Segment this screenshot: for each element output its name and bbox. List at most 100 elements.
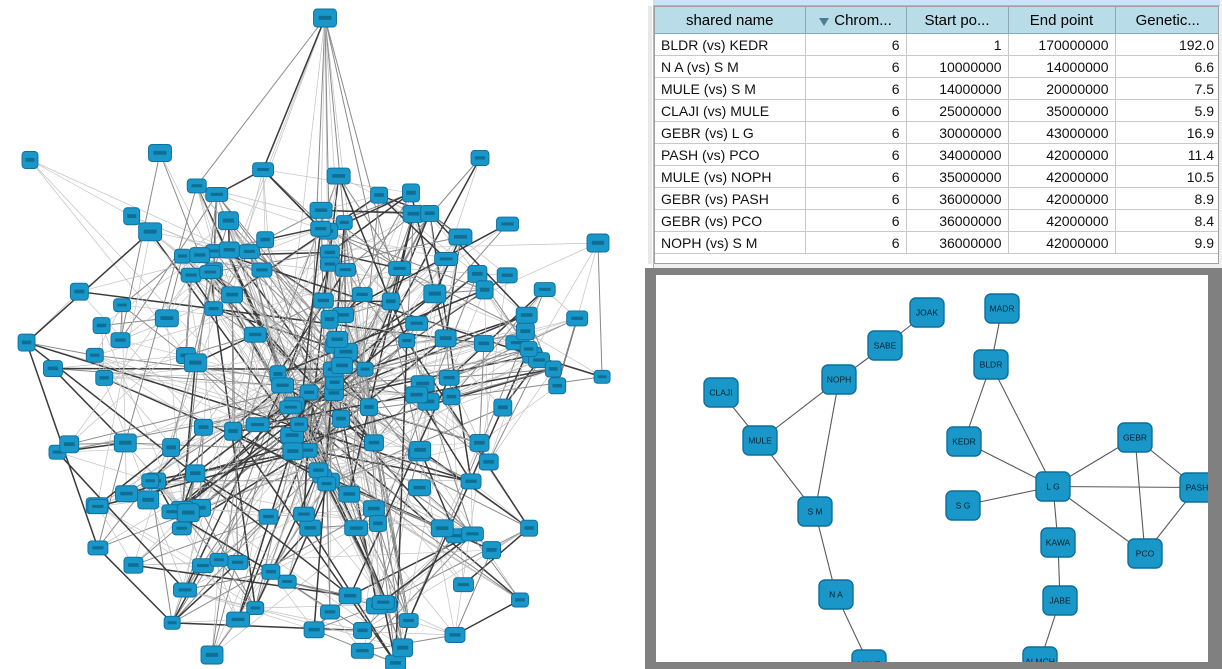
node[interactable] xyxy=(515,306,538,324)
node-shape[interactable] xyxy=(1127,538,1163,569)
full-network-edge[interactable] xyxy=(249,242,599,252)
table-row[interactable]: MULE (vs) NOPH 6 35000000 42000000 10.5 xyxy=(655,165,1218,188)
subnetwork-node[interactable]: JOAK xyxy=(909,297,945,328)
full-network-edge[interactable] xyxy=(329,236,461,265)
table-row[interactable]: BLDR (vs) KEDR 6 1 170000000 192.0 xyxy=(655,33,1218,56)
full-network-edge[interactable] xyxy=(454,549,493,636)
full-network-edge[interactable] xyxy=(68,274,192,445)
node[interactable] xyxy=(69,282,89,301)
full-network-edge[interactable] xyxy=(199,385,283,509)
full-network-edge[interactable] xyxy=(52,355,186,369)
node[interactable] xyxy=(271,377,295,394)
cell-genetic[interactable]: 16.9 xyxy=(1115,121,1218,144)
cell-chromosome[interactable]: 6 xyxy=(805,143,907,166)
full-network-edge[interactable] xyxy=(210,271,518,344)
cell-start-point[interactable]: 14000000 xyxy=(906,77,1009,100)
node[interactable] xyxy=(176,503,200,523)
full-network-edge[interactable] xyxy=(133,516,269,566)
full-network-edge[interactable] xyxy=(121,255,183,306)
node[interactable] xyxy=(467,265,488,283)
node[interactable] xyxy=(205,187,229,202)
node[interactable] xyxy=(353,622,372,639)
full-network-edge[interactable] xyxy=(69,330,526,445)
full-network-edge[interactable] xyxy=(196,17,326,187)
edge-table[interactable]: shared name Chrom... Start po... End poi… xyxy=(654,6,1219,264)
cell-start-point[interactable]: 36000000 xyxy=(906,231,1009,254)
node[interactable] xyxy=(533,282,556,298)
subnetwork-node[interactable]: KAWA xyxy=(1040,527,1076,558)
cell-end-point[interactable]: 42000000 xyxy=(1008,231,1116,254)
full-network-edge[interactable] xyxy=(248,251,331,481)
node-shape[interactable] xyxy=(946,426,982,457)
full-network-edge[interactable] xyxy=(416,394,421,450)
node-shape[interactable] xyxy=(1179,472,1208,503)
table-row[interactable]: PASH (vs) PCO 6 34000000 42000000 11.4 xyxy=(655,143,1218,166)
node[interactable] xyxy=(243,326,267,343)
node[interactable] xyxy=(199,265,222,280)
node[interactable] xyxy=(423,284,447,304)
full-network-edge[interactable] xyxy=(338,175,401,269)
node[interactable] xyxy=(469,434,490,452)
full-network-edge[interactable] xyxy=(454,599,521,636)
node[interactable] xyxy=(154,309,179,328)
node[interactable] xyxy=(511,592,529,608)
full-network-edge[interactable] xyxy=(399,213,431,269)
full-network-edge[interactable] xyxy=(184,369,334,591)
node-shape[interactable] xyxy=(1035,471,1071,502)
full-network-edge[interactable] xyxy=(231,169,264,295)
cell-chromosome[interactable]: 6 xyxy=(805,209,907,232)
node[interactable] xyxy=(209,552,229,567)
full-network-edge[interactable] xyxy=(210,228,321,273)
node[interactable] xyxy=(515,322,535,341)
full-network-edge[interactable] xyxy=(348,442,375,495)
full-network-edge[interactable] xyxy=(264,239,384,603)
node-shape[interactable] xyxy=(1040,527,1076,558)
node[interactable] xyxy=(59,435,80,454)
full-network-edge[interactable] xyxy=(218,559,256,609)
cell-genetic[interactable]: 11.4 xyxy=(1115,143,1218,166)
cell-end-point[interactable]: 20000000 xyxy=(1008,77,1116,100)
cell-end-point[interactable]: 170000000 xyxy=(1008,33,1116,56)
node-shape[interactable] xyxy=(703,377,739,408)
full-network-edge[interactable] xyxy=(348,213,415,495)
node[interactable] xyxy=(227,554,249,570)
full-network-edge[interactable] xyxy=(470,481,473,534)
full-network-edge[interactable] xyxy=(254,469,320,609)
node[interactable] xyxy=(17,333,36,352)
node[interactable] xyxy=(460,526,484,542)
subnetwork-edge[interactable] xyxy=(1052,485,1198,489)
node-shape[interactable] xyxy=(973,349,1009,380)
full-network-edge[interactable] xyxy=(97,442,126,549)
full-network-edge[interactable] xyxy=(345,268,400,353)
full-network-edge[interactable] xyxy=(255,263,331,335)
full-network-edge[interactable] xyxy=(184,571,271,591)
full-network-edge[interactable] xyxy=(445,338,452,397)
cell-genetic[interactable]: 8.4 xyxy=(1115,209,1218,232)
full-network-edge[interactable] xyxy=(329,319,540,361)
node[interactable] xyxy=(87,540,109,556)
full-network-edge[interactable] xyxy=(228,220,328,484)
full-network-edge[interactable] xyxy=(451,359,540,398)
node[interactable] xyxy=(110,332,131,349)
node[interactable] xyxy=(362,500,385,518)
node[interactable] xyxy=(313,8,337,28)
full-network-edge[interactable] xyxy=(166,254,201,319)
full-network-edge[interactable] xyxy=(131,216,283,386)
full-network-edge[interactable] xyxy=(29,159,132,217)
node[interactable] xyxy=(420,204,440,222)
table-row[interactable]: GEBR (vs) PCO 6 36000000 42000000 8.4 xyxy=(655,209,1218,232)
full-network-edge[interactable] xyxy=(376,449,421,607)
full-network-edge[interactable] xyxy=(324,17,421,451)
node[interactable] xyxy=(299,519,322,537)
full-network-edge[interactable] xyxy=(597,242,603,377)
node[interactable] xyxy=(193,418,213,436)
node[interactable] xyxy=(326,330,349,348)
subnetwork-node[interactable]: NOPH xyxy=(821,364,857,395)
full-network-edge[interactable] xyxy=(104,377,234,432)
full-network-edge[interactable] xyxy=(185,355,457,537)
node-shape[interactable] xyxy=(1042,585,1078,616)
full-network-edge[interactable] xyxy=(303,450,309,515)
subnetwork-edge[interactable] xyxy=(1134,437,1146,554)
full-network-edge[interactable] xyxy=(26,342,95,356)
full-network-edge[interactable] xyxy=(170,447,239,620)
